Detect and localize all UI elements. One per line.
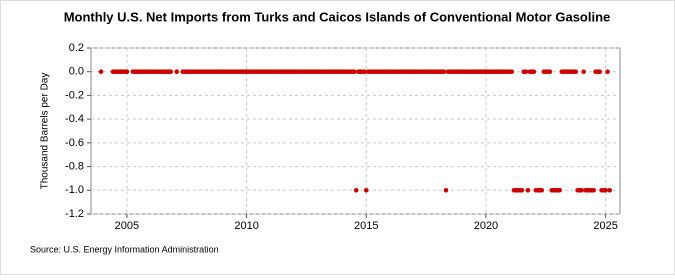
data-point <box>523 69 529 75</box>
y-tick-label: -0.4 <box>65 113 84 125</box>
plot-area <box>90 47 621 215</box>
x-tick-label: 2005 <box>115 220 139 232</box>
data-point <box>362 69 367 75</box>
data-point <box>539 187 545 193</box>
data-point <box>174 69 179 75</box>
y-tick-label: -0.6 <box>65 137 84 149</box>
data-point <box>581 69 586 75</box>
data-point <box>519 187 525 193</box>
source-note: Source: U.S. Energy Information Administ… <box>30 244 219 254</box>
data-point <box>98 69 104 75</box>
data-point <box>443 187 449 193</box>
data-point <box>352 69 357 75</box>
y-tick-label: 0.0 <box>69 66 84 78</box>
y-axis-label: Thousand Barrels per Day <box>40 73 51 190</box>
data-point <box>525 187 531 193</box>
chart-title: Monthly U.S. Net Imports from Turks and … <box>64 9 611 24</box>
x-tick-label: 2015 <box>354 220 378 232</box>
data-point <box>168 69 174 75</box>
x-tick-label: 2020 <box>474 220 498 232</box>
data-point <box>597 69 602 75</box>
data-point <box>573 69 579 75</box>
data-point <box>363 187 369 193</box>
data-point <box>353 187 359 193</box>
y-tick-label: -1.0 <box>65 184 84 196</box>
data-point <box>124 69 130 75</box>
y-tick-label: -0.2 <box>65 89 84 101</box>
data-point <box>441 69 447 75</box>
y-tick-label: -1.2 <box>65 208 84 220</box>
y-tick-label: -0.8 <box>65 160 84 172</box>
data-point <box>531 69 537 75</box>
data-point <box>557 187 562 193</box>
data-point <box>603 187 608 193</box>
data-point <box>605 69 610 75</box>
x-tick-label: 2010 <box>234 220 258 232</box>
data-point <box>547 69 553 75</box>
y-tick-label: 0.2 <box>69 42 84 54</box>
data-point <box>509 69 515 75</box>
data-point <box>579 187 585 193</box>
x-tick-label: 2025 <box>593 220 617 232</box>
data-point <box>607 187 613 193</box>
data-point <box>591 187 596 193</box>
